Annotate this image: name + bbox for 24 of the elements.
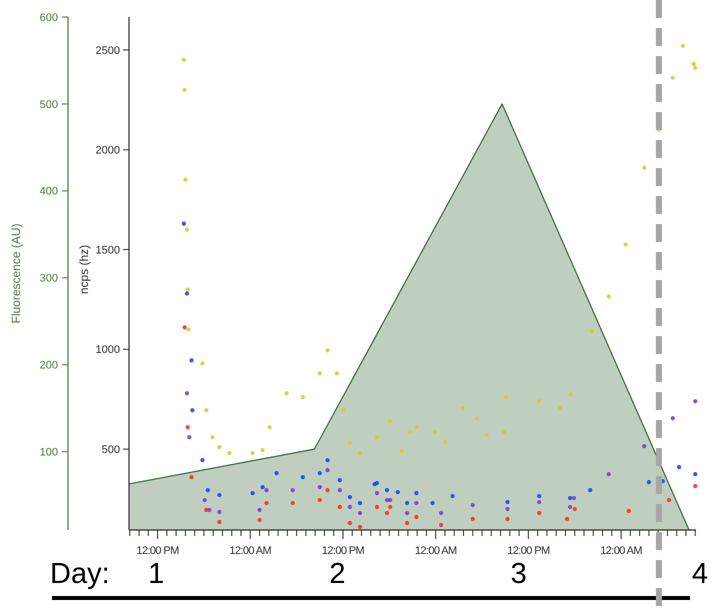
y-tick-label: 1500: [96, 244, 120, 256]
x2-tick-label: 4: [692, 558, 708, 590]
y2-tick-label: 100: [40, 446, 58, 459]
y-tick-label: 2000: [96, 144, 120, 157]
y2-axis-title: Fluorescence (AU): [9, 223, 23, 324]
y2-tick-label: 500: [40, 98, 58, 111]
x2-axis-title: Day:: [50, 558, 110, 590]
y-tick-label: 2500: [96, 44, 120, 57]
y-axis-title: ncps (hz): [77, 244, 91, 294]
y-tick-label: 500: [102, 444, 120, 456]
x-tick-label: 12:00 AM: [229, 545, 272, 557]
y2-tick-label: 400: [40, 186, 58, 198]
x2-tick-label: 1: [148, 558, 164, 590]
y-tick-label: 1000: [96, 344, 120, 356]
x-tick-label: 12:00 PM: [507, 545, 550, 557]
y2-tick-label: 300: [40, 272, 58, 285]
x2-tick-label: 2: [329, 558, 346, 590]
x-tick-label: 12:00 AM: [600, 545, 642, 557]
x2-tick-label: 3: [510, 558, 527, 590]
x-tick-label: 12:00 AM: [414, 545, 457, 557]
y2-tick-label: 600: [40, 12, 58, 24]
x-tick-label: 12:00 PM: [322, 545, 365, 557]
x-tick-label: 12:00 PM: [136, 545, 180, 557]
y2-tick-label: 200: [40, 360, 58, 372]
